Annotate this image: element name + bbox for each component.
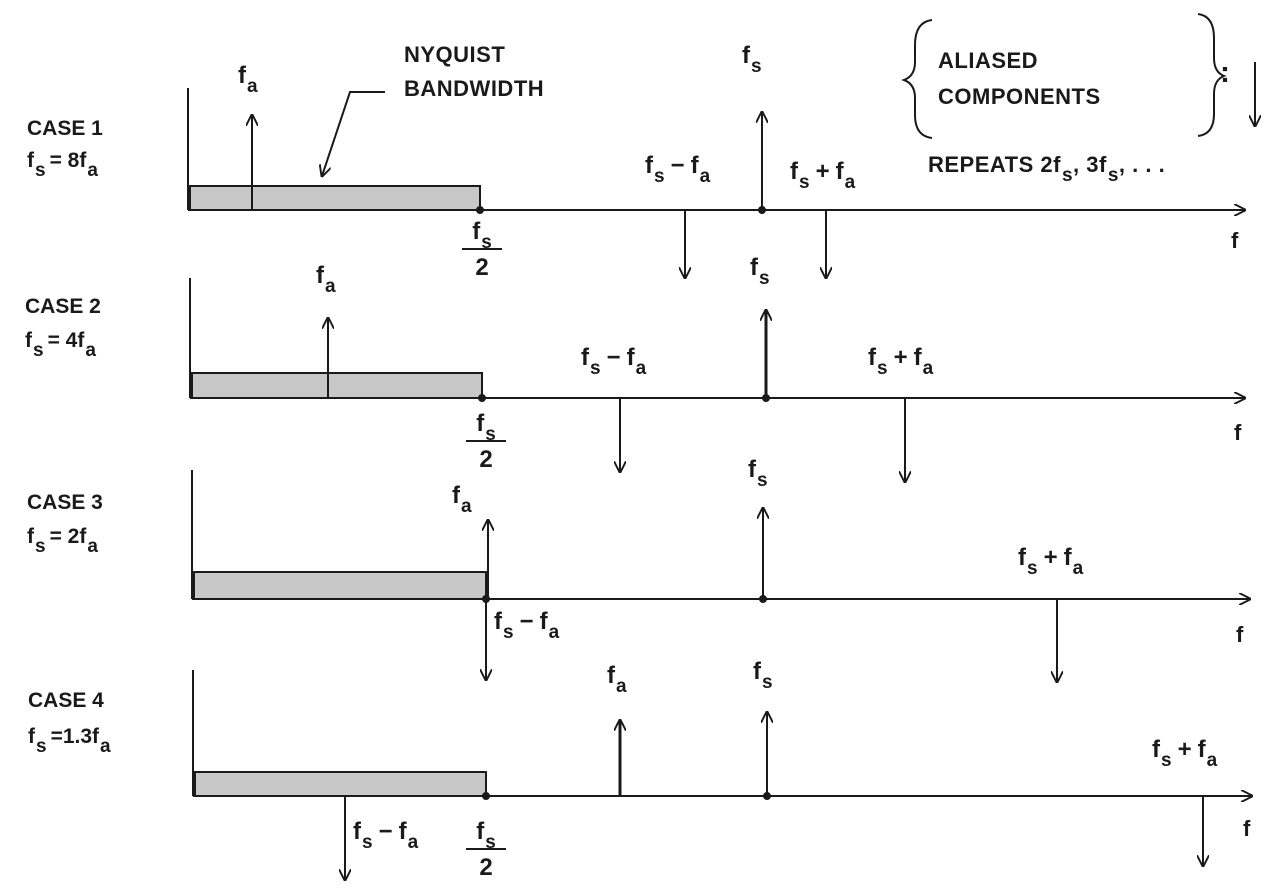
case-2-title: CASE 2: [25, 295, 101, 318]
case-4-half-fs-dot: [482, 792, 490, 800]
case-2-axis-label: f: [1234, 420, 1242, 445]
repeats-label: REPEATS 2fs, 3fs, . . .: [928, 152, 1166, 186]
case-2-half-fs-label: fs 2: [466, 412, 506, 472]
case-1-condition: fs = 8fa: [27, 149, 98, 181]
case-1-title: CASE 1: [27, 117, 103, 140]
case-2-fs-label: fs: [750, 254, 770, 289]
case-4-fs-plus-fa-label: fs + fa: [1152, 736, 1218, 771]
case-1-plot: [187, 88, 1245, 278]
case-4-nyquist-band: [194, 771, 487, 797]
case-2-fs-plus-fa-label: fs + fa: [868, 344, 934, 379]
case-3-condition: fs = 2fa: [27, 525, 98, 557]
case-3-plot: [191, 470, 1250, 682]
case-1-fs-minus-fa-label: fs − fa: [645, 152, 711, 187]
case-1-fa-label: fa: [238, 62, 258, 97]
case-4-title: CASE 4: [28, 689, 104, 712]
case-1-axis-label: f: [1231, 228, 1239, 253]
case-4-fs-dot: [763, 792, 771, 800]
nyquist-label-line-1: NYQUIST: [404, 42, 506, 67]
case-4-plot: [192, 670, 1252, 880]
aliased-legend: [901, 13, 1255, 139]
case-3-nyquist-band: [193, 571, 487, 600]
case-3-half-fs-dot: [482, 595, 490, 603]
legend-colon: :: [1220, 56, 1231, 89]
case-3-fs-label: fs: [748, 456, 768, 491]
right-brace: [1197, 13, 1227, 137]
case-4-fa-label: fa: [607, 662, 627, 697]
case-2-nyquist-band: [191, 372, 483, 399]
case-4-condition: fs =1.3fa: [28, 725, 111, 757]
case-2-fa-label: fa: [316, 262, 336, 297]
nyquist-label-line-2: BANDWIDTH: [404, 76, 545, 101]
case-4-half-fs-label: fs 2: [466, 820, 506, 880]
case-1-fs-dot: [758, 206, 766, 214]
case-1-fs-plus-fa-label: fs + fa: [790, 158, 856, 193]
case-3-title: CASE 3: [27, 491, 103, 514]
case-1-fs-label: fs: [742, 42, 762, 77]
case-4-fs-minus-fa-label: fs − fa: [353, 818, 419, 853]
case-4-fs-label: fs: [753, 658, 773, 693]
case-3-fs-minus-fa-label: fs − fa: [494, 608, 560, 643]
nyquist-pointer-arrow: [322, 91, 385, 176]
case-3-fs-dot: [759, 595, 767, 603]
aliased-label-line-1: ALIASED: [938, 48, 1039, 73]
case-3-fs-plus-fa-label: fs + fa: [1018, 544, 1084, 579]
case-3-axis-label: f: [1236, 622, 1244, 647]
case-2-plot: [189, 278, 1245, 482]
aliased-label-line-2: COMPONENTS: [938, 84, 1101, 109]
case-4-axis-label: f: [1243, 816, 1251, 841]
case-1-half-fs-dot: [476, 206, 484, 214]
case-2-fs-minus-fa-label: fs − fa: [581, 344, 647, 379]
case-2-condition: fs = 4fa: [25, 329, 96, 361]
case-1-nyquist-band: [189, 185, 481, 211]
left-brace: [901, 19, 933, 139]
case-3-fa-label: fa: [452, 482, 472, 517]
case-2-fs-dot: [762, 394, 770, 402]
case-2-half-fs-dot: [478, 394, 486, 402]
case-1-half-fs-label: fs 2: [462, 220, 502, 280]
